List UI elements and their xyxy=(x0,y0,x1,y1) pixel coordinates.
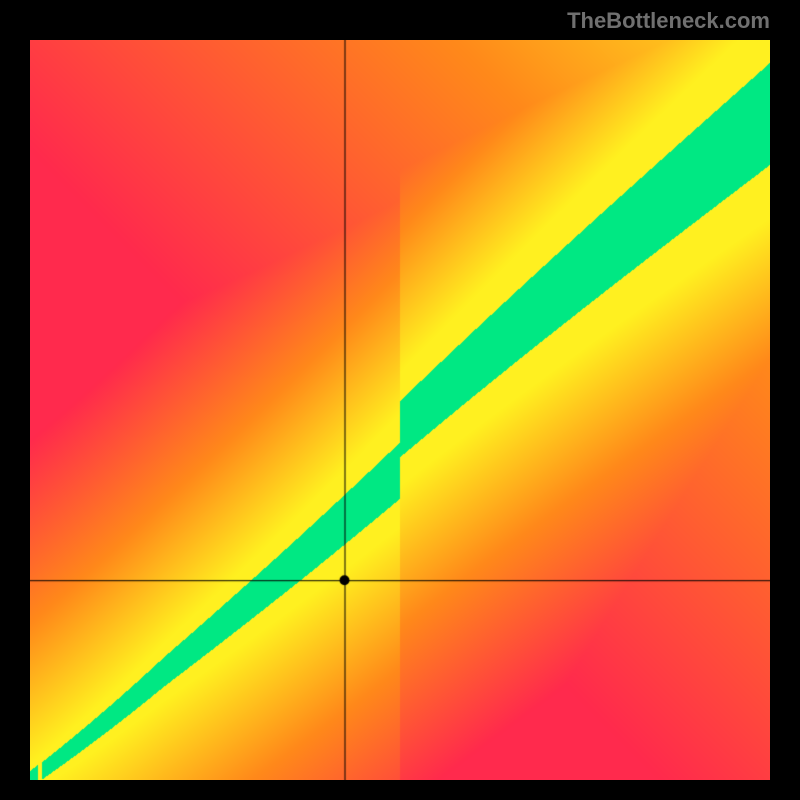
bottleneck-heatmap xyxy=(30,40,770,780)
chart-container: TheBottleneck.com xyxy=(0,0,800,800)
watermark-text: TheBottleneck.com xyxy=(567,8,770,34)
